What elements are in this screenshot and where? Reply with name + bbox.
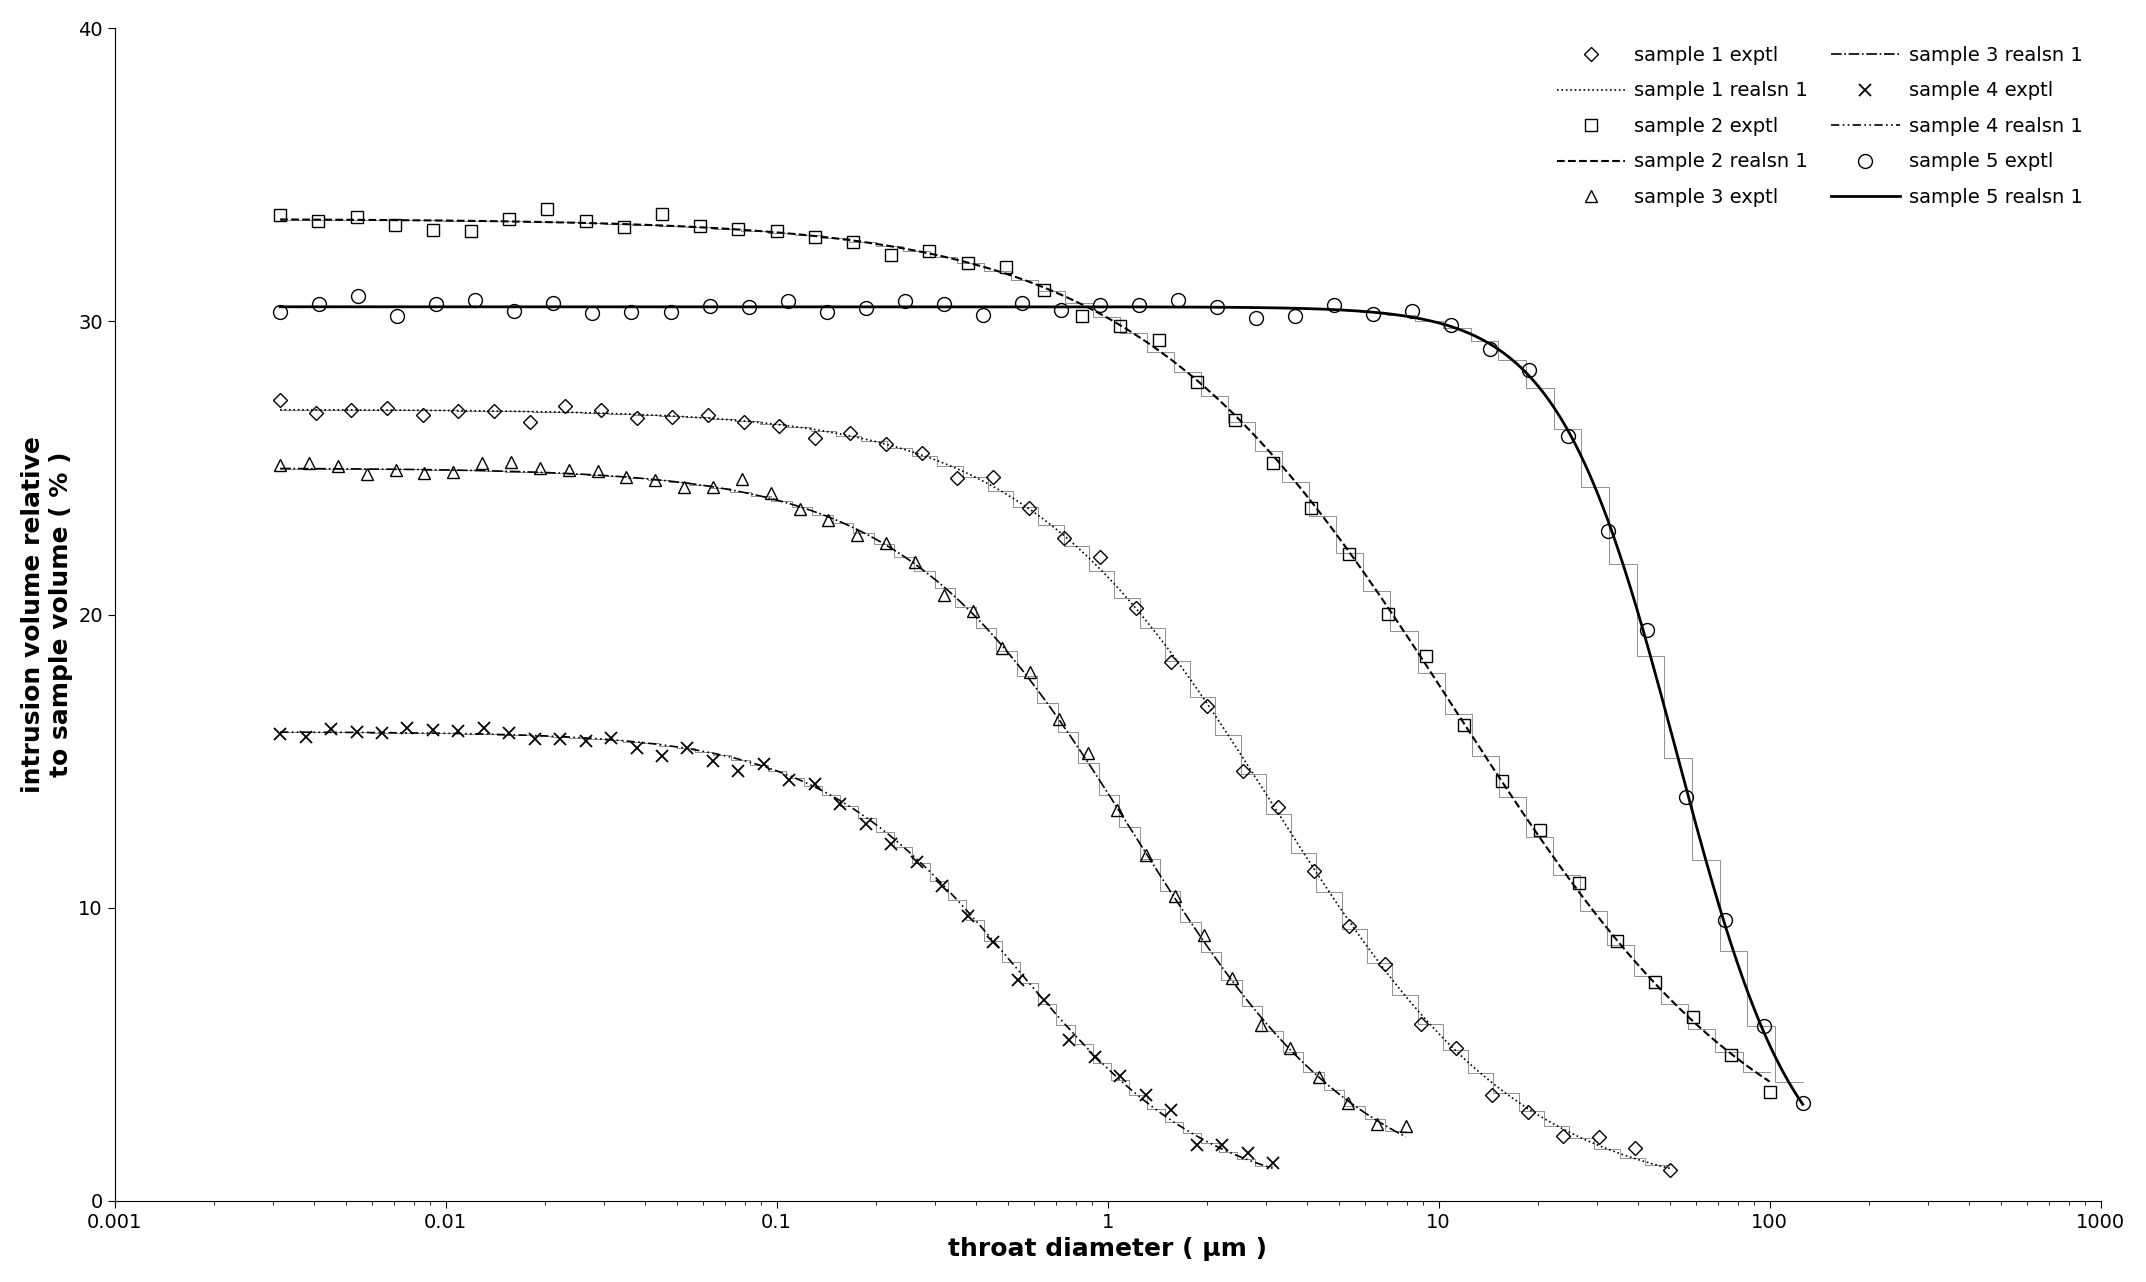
Y-axis label: intrusion volume relative
to sample volume ( % ): intrusion volume relative to sample volu… bbox=[21, 436, 73, 794]
Legend: sample 1 exptl, sample 1 realsn 1, sample 2 exptl, sample 2 realsn 1, sample 3 e: sample 1 exptl, sample 1 realsn 1, sampl… bbox=[1549, 38, 2090, 214]
X-axis label: throat diameter ( μm ): throat diameter ( μm ) bbox=[949, 1237, 1266, 1261]
